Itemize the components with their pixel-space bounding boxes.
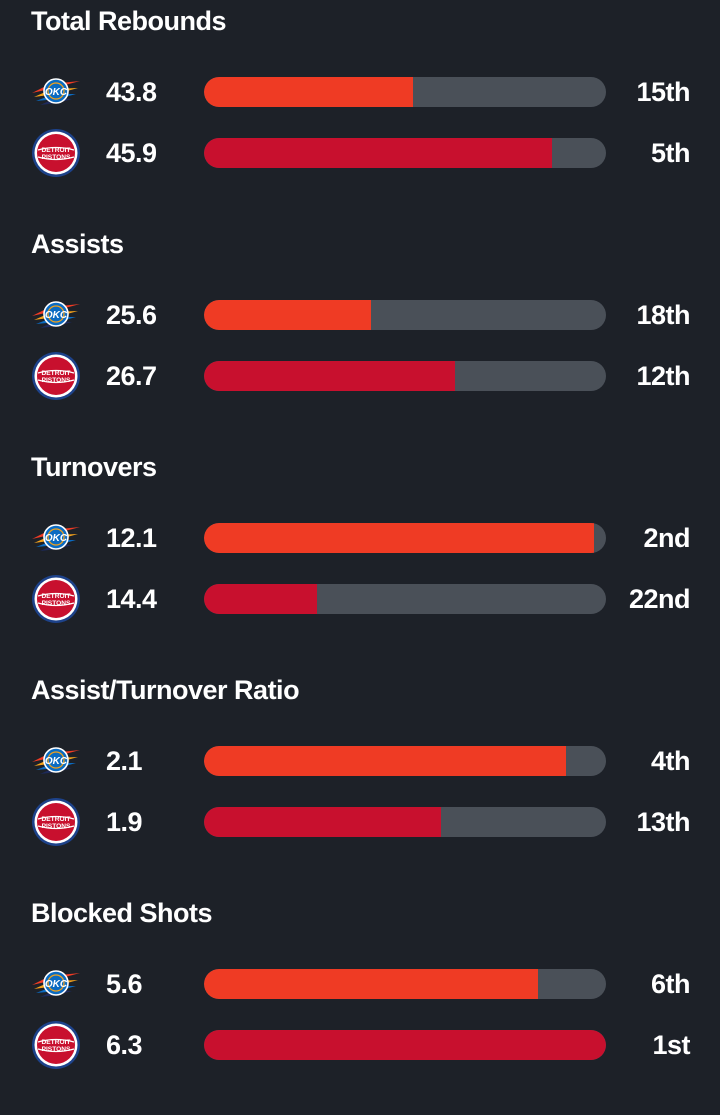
stat-bar-fill bbox=[204, 969, 538, 999]
stat-bar-fill bbox=[204, 138, 552, 168]
stat-bar-fill bbox=[204, 523, 594, 553]
okc-logo-graphic: OKC bbox=[32, 524, 80, 551]
stat-bar-track bbox=[204, 807, 606, 837]
team-row-det: DETROIT PISTONS 14.4 22nd bbox=[0, 574, 720, 624]
detroit-pistons-logo: DETROIT PISTONS bbox=[30, 574, 82, 624]
league-rank: 6th bbox=[651, 969, 691, 999]
team-stat-value: 6.3 bbox=[106, 1030, 143, 1060]
svg-text:DETROIT: DETROIT bbox=[42, 1039, 71, 1046]
league-rank: 12th bbox=[636, 361, 690, 391]
svg-text:DETROIT: DETROIT bbox=[42, 593, 71, 600]
stat-section-blocked-shots: Blocked Shots OKC 5.6 6th DETROIT PISTONS… bbox=[0, 892, 720, 1115]
stat-bar-fill bbox=[204, 807, 442, 837]
svg-text:OKC: OKC bbox=[45, 979, 68, 990]
stat-title: Blocked Shots bbox=[31, 898, 213, 928]
svg-text:OKC: OKC bbox=[45, 756, 68, 767]
stat-bar-track bbox=[204, 361, 606, 391]
league-rank: 4th bbox=[651, 746, 691, 776]
league-rank: 1st bbox=[652, 1030, 690, 1060]
stat-bar-fill bbox=[204, 584, 317, 614]
team-stat-value: 5.6 bbox=[106, 969, 143, 999]
svg-text:DETROIT: DETROIT bbox=[42, 816, 71, 823]
stat-title: Assist/Turnover Ratio bbox=[31, 675, 300, 705]
detroit-pistons-logo: DETROIT PISTONS bbox=[30, 351, 82, 401]
team-row-det: DETROIT PISTONS 1.9 13th bbox=[0, 797, 720, 847]
stat-section-assist-turnover-ratio: Assist/Turnover Ratio OKC 2.1 4th DETROI… bbox=[0, 669, 720, 892]
team-row-det: DETROIT PISTONS 6.3 1st bbox=[0, 1020, 720, 1070]
league-rank: 5th bbox=[651, 138, 691, 168]
okc-logo-graphic: OKC bbox=[32, 301, 80, 328]
okc-logo-graphic: OKC bbox=[32, 78, 80, 105]
team-row-okc: OKC 5.6 6th bbox=[0, 962, 720, 1006]
stat-bar-fill bbox=[204, 1030, 606, 1060]
stat-title: Turnovers bbox=[31, 452, 157, 482]
okc-thunder-logo: OKC bbox=[30, 513, 82, 563]
svg-text:PISTONS: PISTONS bbox=[42, 600, 71, 607]
stat-section-assists: Assists OKC 25.6 18th DETROIT PISTONS 26.… bbox=[0, 223, 720, 446]
detroit-pistons-logo: DETROIT PISTONS bbox=[30, 128, 82, 178]
svg-text:PISTONS: PISTONS bbox=[42, 823, 71, 830]
league-rank: 13th bbox=[636, 807, 690, 837]
team-stat-value: 1.9 bbox=[106, 807, 143, 837]
svg-text:DETROIT: DETROIT bbox=[42, 147, 71, 154]
stat-bar-track bbox=[204, 77, 606, 107]
team-stat-value: 2.1 bbox=[106, 746, 143, 776]
stat-bar-fill bbox=[204, 746, 566, 776]
stat-bar-track bbox=[204, 584, 606, 614]
team-stat-value: 14.4 bbox=[106, 584, 157, 614]
stat-bar-track bbox=[204, 138, 606, 168]
league-rank: 2nd bbox=[643, 523, 690, 553]
team-row-okc: OKC 25.6 18th bbox=[0, 293, 720, 337]
stat-bar-fill bbox=[204, 300, 371, 330]
stat-title: Total Rebounds bbox=[31, 6, 227, 36]
svg-text:PISTONS: PISTONS bbox=[42, 377, 71, 384]
team-row-okc: OKC 2.1 4th bbox=[0, 739, 720, 783]
stat-section-total-rebounds: Total Rebounds OKC 43.8 15th DETROIT PIST… bbox=[0, 0, 720, 223]
team-stat-value: 45.9 bbox=[106, 138, 157, 168]
stat-bar-track bbox=[204, 1030, 606, 1060]
okc-logo-graphic: OKC bbox=[32, 970, 80, 997]
stat-title: Assists bbox=[31, 229, 124, 259]
stat-section-turnovers: Turnovers OKC 12.1 2nd DETROIT PISTONS 14… bbox=[0, 446, 720, 669]
team-stat-value: 43.8 bbox=[106, 77, 157, 107]
stat-bar-track bbox=[204, 300, 606, 330]
team-row-det: DETROIT PISTONS 26.7 12th bbox=[0, 351, 720, 401]
team-stat-value: 26.7 bbox=[106, 361, 157, 391]
team-row-okc: OKC 12.1 2nd bbox=[0, 516, 720, 560]
okc-logo-graphic: OKC bbox=[32, 747, 80, 774]
svg-text:PISTONS: PISTONS bbox=[42, 154, 71, 161]
league-rank: 22nd bbox=[628, 584, 691, 614]
svg-text:OKC: OKC bbox=[45, 310, 68, 321]
league-rank: 15th bbox=[636, 77, 690, 107]
team-row-det: DETROIT PISTONS 45.9 5th bbox=[0, 128, 720, 178]
detroit-pistons-logo: DETROIT PISTONS bbox=[30, 1020, 82, 1070]
team-row-okc: OKC 43.8 15th bbox=[0, 70, 720, 114]
detroit-pistons-logo: DETROIT PISTONS bbox=[30, 797, 82, 847]
svg-text:OKC: OKC bbox=[45, 533, 68, 544]
okc-thunder-logo: OKC bbox=[30, 736, 82, 786]
stat-bar-track bbox=[204, 746, 606, 776]
svg-text:DETROIT: DETROIT bbox=[42, 370, 71, 377]
okc-thunder-logo: OKC bbox=[30, 290, 82, 340]
stat-bar-track bbox=[204, 523, 606, 553]
svg-text:OKC: OKC bbox=[45, 87, 68, 98]
stat-bar-fill bbox=[204, 77, 414, 107]
league-rank: 18th bbox=[636, 300, 690, 330]
team-stat-value: 25.6 bbox=[106, 300, 157, 330]
svg-text:PISTONS: PISTONS bbox=[42, 1046, 71, 1053]
okc-thunder-logo: OKC bbox=[30, 67, 82, 117]
stat-bar-fill bbox=[204, 361, 456, 391]
okc-thunder-logo: OKC bbox=[30, 959, 82, 1009]
team-stat-value: 12.1 bbox=[106, 523, 157, 553]
stat-bar-track bbox=[204, 969, 606, 999]
